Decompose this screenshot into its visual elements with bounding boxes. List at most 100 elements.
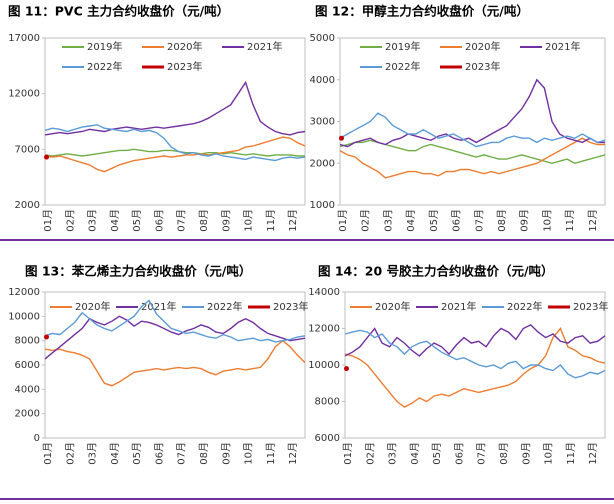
y-tick-label: 4000 (310, 75, 335, 86)
x-tick-label: 05月 (428, 209, 440, 232)
x-tick-label: 04月 (109, 209, 121, 232)
legend-label: 2023年 (465, 60, 500, 73)
x-tick-label: 05月 (131, 442, 143, 465)
x-tick-label: 02月 (64, 209, 76, 232)
x-tick-label: 10月 (541, 209, 553, 232)
x-tick-label: 03月 (387, 442, 399, 465)
legend-label: 2020年 (75, 300, 110, 313)
x-tick-label: 06月 (451, 209, 463, 232)
point (339, 135, 344, 141)
y-tick-label: 0 (34, 433, 40, 444)
chart-title: 图 14：20 号胶主力合约收盘价（元/吨） (318, 264, 554, 279)
chart-title: 图 12：甲醇主力合约收盘价（元/吨） (315, 4, 529, 19)
y-tick-label: 10000 (8, 311, 40, 322)
chart-title: 图 13：苯乙烯主力合约收盘价（元/吨） (25, 264, 251, 279)
x-tick-label: 04月 (109, 442, 121, 465)
series-line (344, 327, 606, 408)
x-tick-label: 10月 (543, 442, 555, 465)
x-tick-label: 04月 (409, 442, 421, 465)
series-line (344, 329, 606, 379)
x-tick-label: 11月 (265, 442, 277, 465)
x-tick-label: 03月 (87, 442, 99, 465)
legend-label: 2022年 (87, 60, 122, 73)
series-line (44, 315, 306, 360)
x-tick-label: 10月 (243, 442, 255, 465)
legend-label: 2023年 (573, 300, 608, 313)
y-tick-label: 7000 (15, 144, 40, 155)
y-tick-label: 6000 (15, 360, 40, 371)
y-tick-label: 12000 (8, 89, 40, 100)
plot-frame (44, 37, 306, 206)
y-tick-label: 2000 (15, 200, 40, 211)
x-tick-label: 09月 (519, 209, 531, 232)
y-tick-label: 4000 (15, 384, 40, 395)
legend-label: 2022年 (507, 300, 542, 313)
x-tick-label: 07月 (473, 209, 485, 232)
y-tick-label: 12000 (308, 324, 340, 335)
y-tick-label: 6000 (315, 433, 340, 444)
y-tick-label: 14000 (308, 287, 340, 298)
legend-label: 2021年 (247, 40, 282, 53)
y-tick-label: 8000 (15, 336, 40, 347)
x-tick-label: 12月 (287, 442, 299, 465)
x-tick-label: 09月 (220, 442, 232, 465)
x-tick-label: 06月 (453, 442, 465, 465)
series-line (44, 136, 306, 173)
series-line (44, 124, 306, 162)
legend-label: 2020年 (375, 300, 410, 313)
x-tick-label: 02月 (64, 442, 76, 465)
legend-label: 2020年 (167, 40, 202, 53)
point (44, 154, 49, 160)
y-tick-label: 12000 (8, 287, 40, 298)
legend-label: 2019年 (385, 40, 420, 53)
x-tick-label: 08月 (498, 442, 510, 465)
x-tick-label: 09月 (520, 442, 532, 465)
y-tick-label: 2000 (310, 158, 335, 169)
series-line (339, 78, 605, 148)
series-line (44, 148, 305, 157)
x-tick-label: 01月 (42, 442, 54, 465)
y-tick-label: 2000 (15, 409, 40, 420)
x-tick-label: 02月 (360, 209, 372, 232)
legend-label: 2022年 (207, 300, 242, 313)
x-tick-label: 08月 (496, 209, 508, 232)
x-tick-label: 02月 (364, 442, 376, 465)
y-tick-label: 1000 (310, 200, 335, 211)
legend-label: 2023年 (273, 300, 308, 313)
chart-title: 图 11：PVC 主力合约收盘价（元/吨） (8, 4, 229, 19)
x-tick-label: 12月 (587, 209, 599, 232)
x-tick-label: 11月 (265, 209, 277, 232)
series-line (344, 324, 606, 357)
legend-label: 2020年 (465, 40, 500, 53)
x-tick-label: 06月 (153, 442, 165, 465)
x-tick-label: 06月 (153, 209, 165, 232)
legend-label: 2023年 (167, 60, 202, 73)
legend-label: 2021年 (545, 40, 580, 53)
series-line (44, 80, 306, 136)
x-tick-label: 09月 (220, 209, 232, 232)
x-tick-label: 11月 (564, 209, 576, 232)
x-tick-label: 01月 (337, 209, 349, 232)
point (44, 334, 49, 340)
x-tick-label: 11月 (565, 442, 577, 465)
series-line (44, 339, 306, 387)
x-tick-label: 10月 (243, 209, 255, 232)
y-tick-label: 5000 (310, 33, 335, 44)
x-tick-label: 04月 (405, 209, 417, 232)
x-tick-label: 01月 (42, 209, 54, 232)
x-tick-label: 05月 (431, 442, 443, 465)
x-tick-label: 12月 (287, 209, 299, 232)
x-tick-label: 07月 (176, 442, 188, 465)
legend-label: 2019年 (87, 40, 122, 53)
x-tick-label: 12月 (587, 442, 599, 465)
y-tick-label: 8000 (315, 397, 340, 408)
plot-frame (344, 291, 606, 439)
x-tick-label: 01月 (342, 442, 354, 465)
y-tick-label: 17000 (8, 33, 40, 44)
series-line (339, 112, 606, 148)
x-tick-label: 08月 (198, 442, 210, 465)
x-tick-label: 03月 (87, 209, 99, 232)
x-tick-label: 08月 (198, 209, 210, 232)
point (344, 366, 349, 372)
